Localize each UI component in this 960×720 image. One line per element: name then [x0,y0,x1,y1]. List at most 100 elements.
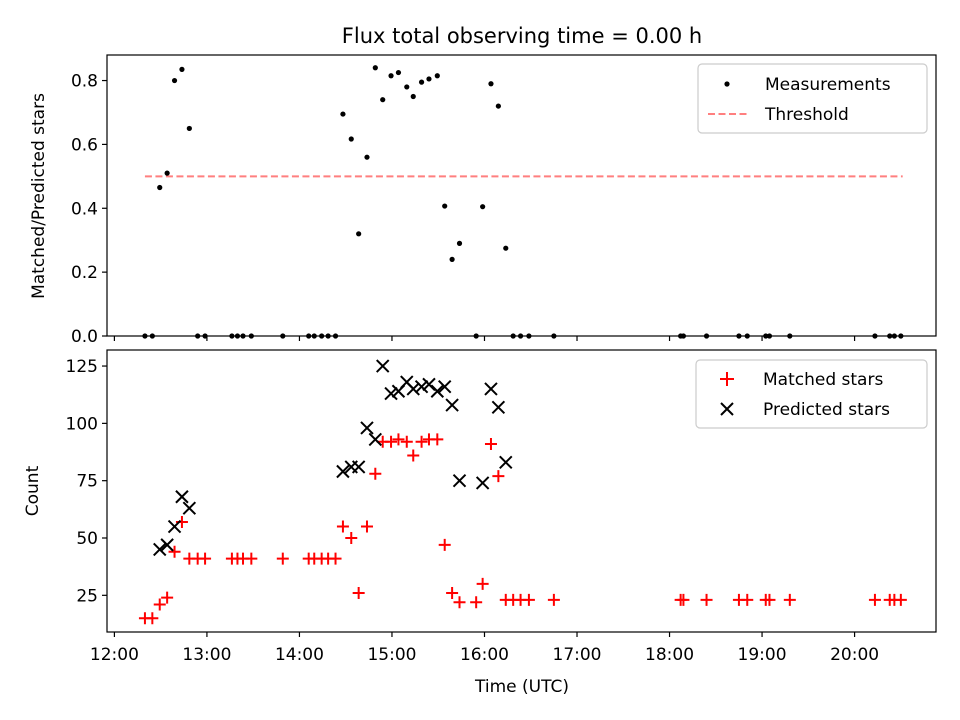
predicted-point [160,538,174,552]
measurement-point [186,125,192,132]
predicted-point [475,476,490,490]
top-y-axis-label: Matched/Predicted stars [29,93,49,299]
matched-point [352,587,365,600]
matched-point [392,433,405,446]
y-tick-label: 0.6 [71,135,98,155]
bottom-plot-frame [106,349,937,633]
y-tick-label: 0.4 [71,199,98,219]
predicted-point [360,421,374,435]
measurement-point [372,65,378,71]
matched-point [407,449,420,462]
predicted-point [452,473,467,488]
top-plot-frame [106,54,937,337]
y-tick-label: 125 [66,357,98,377]
predicted-point [414,379,429,394]
bottom-legend: Matched stars Predicted stars [695,359,928,429]
measurement-point [410,93,416,100]
matched-point [199,552,212,565]
x-tick-label: 18:00 [645,645,694,665]
predicted-point [167,519,182,534]
measurement-point [456,240,463,246]
matched-point [783,593,796,606]
predicted-point [499,455,513,470]
predicted-point [368,432,383,447]
x-tick-label: 19:00 [738,645,787,665]
top-y-ticks: 0.0 0.2 0.4 0.6 0.8 [71,72,107,347]
matched-point [345,532,358,544]
bottom-x-ticks: 12:00 13:00 14:00 15:00 16:00 17:00 18:00 19:00… [90,632,879,665]
predicted-point [182,501,197,515]
measurement-point [449,256,455,262]
measurement-point [380,97,386,103]
top-marks [142,65,904,339]
measurement-point [404,84,410,90]
predicted-point [153,542,167,557]
top-panel: 0.00.20.40.60.8 Matched/Predicted stars … [29,54,937,347]
matched-point [369,467,382,480]
matched-point [522,593,535,606]
legend-predicted-marker [720,402,734,416]
matched-point [431,433,444,446]
legend-matched-label: Matched stars [763,370,883,390]
top-legend: Measurements Threshold [697,63,928,134]
matched-point [492,470,505,483]
measurement-point [179,66,185,72]
predicted-point [484,382,498,396]
measurement-point [356,231,362,237]
predicted-point [384,386,398,401]
measurement-point [495,103,501,109]
matched-point [438,538,451,551]
x-tick-label: 14:00 [275,645,324,665]
bottom-panel: 25 50 75 100 125 12:00 13:00 14:00 15:00 16:00 17… [23,349,937,697]
matched-point [336,520,349,533]
y-tick-label: 25 [76,586,98,606]
bottom-y-axis-label: Count [23,465,43,516]
measurement-point [488,81,494,87]
bottom-marks [138,359,907,625]
y-tick-label: 0.0 [71,327,98,347]
measurement-point [388,73,394,79]
matched-point [360,520,373,533]
measurement-point [503,245,509,251]
matched-point [153,598,166,611]
x-tick-label: 15:00 [367,645,416,665]
predicted-point [406,382,420,396]
y-tick-label: 0.2 [71,263,98,283]
measurement-point [340,111,346,117]
measurement-point [426,76,432,82]
x-tick-label: 17:00 [553,645,602,665]
bottom-y-ticks: 25 50 75 100 125 [66,357,107,606]
x-tick-label: 12:00 [90,645,139,665]
legend-measurement-marker [724,81,730,87]
y-tick-label: 75 [76,472,98,492]
predicted-point [336,464,350,479]
matched-point [385,435,398,448]
legend-predicted-label: Predicted stars [763,400,890,420]
top-x-ticks [113,336,856,341]
matched-point [453,596,466,609]
measurement-point [364,154,370,160]
matched-point [484,438,497,450]
predicted-point [175,490,189,504]
measurement-point [171,77,178,84]
measurement-point [418,79,425,85]
matched-point [763,593,776,606]
measurement-point [395,69,402,76]
x-tick-label: 13:00 [182,645,231,665]
measurement-point [157,184,163,191]
legend-threshold-label: Threshold [764,105,849,125]
chart-title: Flux total observing time = 0.00 h [342,24,702,48]
matched-point [146,612,159,625]
matched-point [168,545,181,558]
matched-point [868,593,881,606]
measurement-point [480,204,486,210]
predicted-point [437,379,452,394]
predicted-point [422,377,436,392]
matched-point [276,552,289,565]
predicted-point [491,400,506,415]
x-tick-label: 20:00 [830,645,879,665]
measurement-point [164,170,170,176]
legend-matched-marker [720,372,734,386]
measurement-point [442,203,448,209]
predicted-point [351,460,366,474]
